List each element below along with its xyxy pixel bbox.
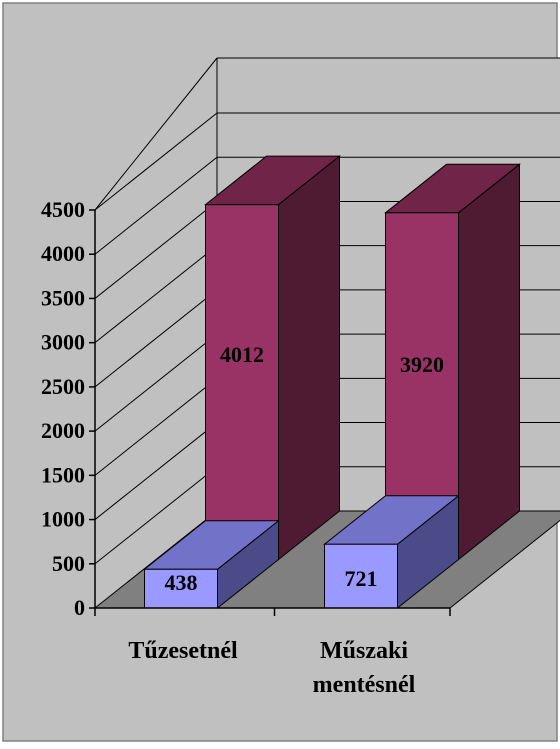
y-tick-label: 0 [74,595,85,620]
y-tick-label: 3500 [41,285,85,310]
y-tick-label: 4500 [41,197,85,222]
y-tick-label: 2000 [41,418,85,443]
bar-front [205,204,279,560]
bar-front [144,568,218,609]
data-label: 438 [165,570,198,595]
bars: 4012 3920 438 721 [143,155,521,610]
bar-front [324,543,398,609]
data-label: 3920 [400,352,444,377]
y-tick-label: 4000 [41,241,85,266]
y-tick-label: 1500 [41,462,85,487]
x-tick-label: mentésnél [313,672,416,698]
bar-side [278,155,340,561]
side-wall-top-edge [94,57,218,211]
y-tick-label: 1000 [41,507,85,532]
x-tick-label: Tűzesetnél [128,638,238,664]
bar: 438 [143,519,280,610]
y-tick-label: 3000 [41,330,85,355]
bar: 721 [323,494,460,610]
y-tick-label: 500 [52,551,85,576]
bar: 4012 [204,155,341,561]
data-label: 721 [345,566,378,591]
y-axis: 0 500 1000 1500 2000 2500 3000 3500 4000 4500 [41,197,96,620]
data-label: 4012 [220,342,264,367]
bar-side [458,163,520,561]
x-tick-label: Műszaki [320,638,408,664]
y-tick-label: 2500 [41,374,85,399]
gridline [94,156,560,255]
x-axis: Tűzesetnél Műszaki mentésnél [94,607,451,698]
gridline [94,112,560,211]
side-wall [95,58,217,608]
